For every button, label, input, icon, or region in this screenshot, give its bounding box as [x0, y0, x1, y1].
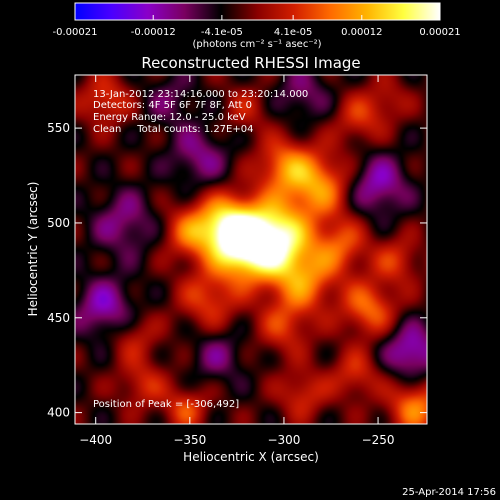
colorbar: -0.00021 -0.00012 -4.1e-05 4.1e-05 0.00012 0.… — [53, 2, 461, 50]
colorbar-tick-label: 4.1e-05 — [274, 27, 312, 38]
annotation-clean: Clean Total counts: 1.27E+04 — [93, 124, 253, 135]
colorbar-gradient — [74, 2, 441, 21]
colorbar-tick-label: 0.00012 — [341, 27, 382, 38]
annotation-peak: Position of Peak = [-306,492] — [93, 399, 239, 410]
colorbar-units-label: (photons cm⁻² s⁻¹ asec⁻²) — [192, 39, 321, 50]
annotation-time: 13-Jan-2012 23:14:16.000 to 23:20:14.000 — [93, 89, 308, 100]
plot-frame — [74, 74, 428, 425]
y-axis-label: Heliocentric Y (arcsec) — [26, 182, 40, 317]
y-tick-label: 550 — [47, 121, 70, 135]
y-tick-label: 400 — [47, 406, 70, 420]
x-tick-label: −350 — [173, 433, 206, 447]
annotation-detectors: Detectors: 4F 5F 6F 7F 8F, Att 0 — [93, 100, 252, 111]
footer-date: 25-Apr-2014 17:56 — [402, 487, 496, 498]
annotations: 13-Jan-2012 23:14:16.000 to 23:20:14.000… — [93, 89, 308, 410]
y-tick-label: 500 — [47, 216, 70, 230]
colorbar-tick-label: -0.00012 — [131, 27, 176, 38]
colorbar-ticks: -0.00021 -0.00012 -4.1e-05 4.1e-05 0.00012 0.… — [53, 15, 461, 38]
x-axis-ticks: −400 −350 −300 −250 — [79, 75, 395, 447]
y-tick-label: 450 — [47, 311, 70, 325]
y-axis-ticks: 400 450 500 550 — [47, 121, 427, 420]
heatmap-image — [75, 75, 427, 424]
x-axis-label: Heliocentric X (arcsec) — [183, 450, 319, 464]
chart-title: Reconstructed RHESSI Image — [141, 54, 360, 72]
x-tick-label: −250 — [362, 433, 395, 447]
colorbar-tick-label: -4.1e-05 — [201, 27, 243, 38]
plot-area — [75, 75, 427, 424]
colorbar-tick-label: -0.00021 — [53, 27, 98, 38]
x-tick-label: −400 — [79, 433, 112, 447]
annotation-energy: Energy Range: 12.0 - 25.0 keV — [93, 112, 246, 123]
x-tick-label: −300 — [267, 433, 300, 447]
colorbar-tick-label: 0.00021 — [419, 27, 460, 38]
